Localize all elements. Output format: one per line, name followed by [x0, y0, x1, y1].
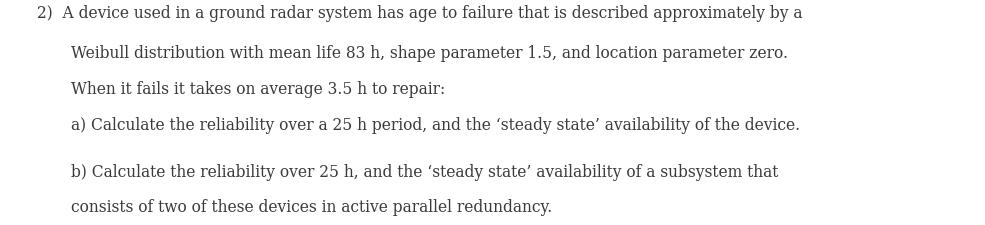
- Text: Weibull distribution with mean life 83 h, shape parameter 1.5, and location para: Weibull distribution with mean life 83 h…: [71, 45, 788, 62]
- Text: When it fails it takes on average 3.5 h to repair:: When it fails it takes on average 3.5 h …: [71, 81, 445, 98]
- Text: b) Calculate the reliability over 25 h, and the ‘steady state’ availability of a: b) Calculate the reliability over 25 h, …: [71, 164, 778, 181]
- Text: consists of two of these devices in active parallel redundancy.: consists of two of these devices in acti…: [71, 199, 553, 216]
- Text: a) Calculate the reliability over a 25 h period, and the ‘steady state’ availabi: a) Calculate the reliability over a 25 h…: [71, 117, 800, 134]
- Text: 2)  A device used in a ground radar system has age to failure that is described : 2) A device used in a ground radar syste…: [37, 5, 803, 22]
